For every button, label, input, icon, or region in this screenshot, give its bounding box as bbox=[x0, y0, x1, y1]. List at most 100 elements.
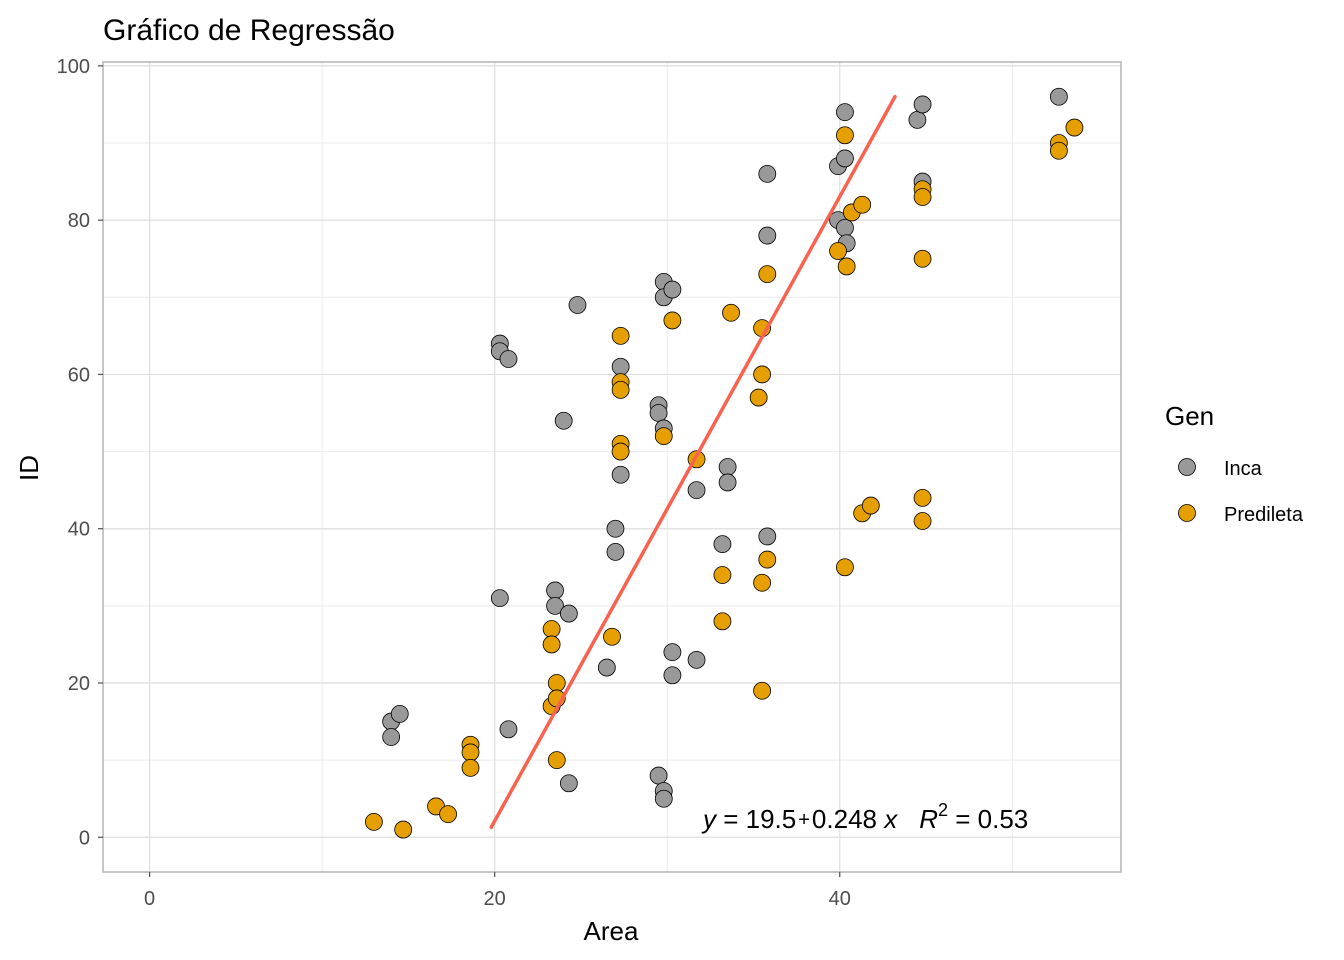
panel-border bbox=[102, 61, 1122, 873]
eq-slope: 0.248 bbox=[812, 804, 884, 834]
y-axis-title: ID bbox=[14, 455, 44, 481]
point-predileta bbox=[611, 442, 630, 461]
point-inca bbox=[758, 226, 777, 245]
legend-key-predileta bbox=[1178, 504, 1196, 522]
point-predileta bbox=[542, 635, 561, 654]
point-inca bbox=[718, 473, 737, 492]
point-predileta bbox=[1049, 141, 1068, 160]
point-predileta bbox=[364, 812, 383, 831]
point-inca bbox=[490, 589, 509, 608]
eq-r2-value: = 0.53 bbox=[948, 804, 1028, 834]
point-predileta bbox=[461, 743, 480, 762]
point-predileta bbox=[663, 311, 682, 330]
point-predileta bbox=[758, 550, 777, 569]
point-predileta bbox=[1065, 118, 1084, 137]
point-inca bbox=[606, 542, 625, 561]
point-predileta bbox=[713, 612, 732, 631]
point-inca bbox=[568, 296, 587, 314]
point-predileta bbox=[439, 805, 457, 824]
eq-intercept: = 19.5 bbox=[716, 804, 796, 834]
point-predileta bbox=[394, 820, 413, 839]
point-inca bbox=[649, 404, 668, 422]
point-inca bbox=[554, 411, 573, 430]
point-predileta bbox=[836, 126, 854, 145]
y-tick-label: 80 bbox=[68, 210, 90, 232]
point-predileta bbox=[913, 188, 932, 206]
eq-r-symbol: R bbox=[919, 804, 938, 834]
point-inca bbox=[836, 149, 854, 168]
y-tick-label: 100 bbox=[57, 56, 90, 78]
legend-key-inca bbox=[1178, 458, 1196, 476]
y-tick-label: 60 bbox=[68, 364, 90, 386]
point-inca bbox=[546, 596, 564, 615]
point-predileta bbox=[722, 303, 740, 322]
eq-plus: + bbox=[798, 809, 810, 831]
point-predileta bbox=[861, 496, 880, 515]
point-inca bbox=[663, 280, 682, 299]
point-predileta bbox=[913, 512, 932, 530]
point-inca bbox=[908, 110, 927, 129]
point-inca bbox=[758, 164, 777, 183]
point-predileta bbox=[547, 674, 566, 692]
legend-label-inca: Inca bbox=[1224, 458, 1263, 480]
x-tick-label: 0 bbox=[144, 888, 155, 910]
point-inca bbox=[687, 481, 706, 500]
legend-label-predileta: Predileta bbox=[1224, 504, 1304, 526]
point-predileta bbox=[829, 242, 847, 260]
point-inca bbox=[606, 519, 625, 538]
point-inca bbox=[559, 604, 578, 623]
point-inca bbox=[663, 643, 682, 662]
point-predileta bbox=[853, 195, 872, 214]
point-inca bbox=[559, 774, 578, 793]
chart-title: Gráfico de Regressão bbox=[103, 14, 395, 47]
scatter-points bbox=[364, 87, 1084, 839]
point-predileta bbox=[654, 427, 673, 446]
y-tick-label: 20 bbox=[68, 673, 90, 695]
point-inca bbox=[597, 658, 616, 677]
regression-equation: y = 19.5 +0.248 x R2 = 0.53 bbox=[701, 800, 1028, 834]
point-predileta bbox=[913, 249, 932, 268]
point-inca bbox=[654, 789, 673, 808]
point-inca bbox=[499, 720, 518, 739]
point-inca bbox=[611, 465, 630, 484]
x-tick-label: 40 bbox=[829, 888, 851, 910]
y-tick-label: 0 bbox=[79, 827, 90, 849]
point-inca bbox=[382, 728, 401, 746]
point-inca bbox=[1049, 87, 1068, 106]
regression-line bbox=[489, 94, 897, 830]
point-predileta bbox=[603, 627, 621, 646]
point-predileta bbox=[837, 257, 856, 276]
point-inca bbox=[499, 350, 518, 368]
grid bbox=[103, 62, 1121, 872]
point-predileta bbox=[547, 751, 566, 770]
point-inca bbox=[758, 527, 777, 546]
x-tick-label: 20 bbox=[484, 888, 506, 910]
eq-y-symbol: y bbox=[701, 804, 718, 834]
point-inca bbox=[390, 704, 409, 723]
point-inca bbox=[913, 95, 932, 114]
point-inca bbox=[649, 766, 668, 785]
x-axis-title: Area bbox=[584, 916, 639, 946]
point-predileta bbox=[836, 558, 854, 577]
point-inca bbox=[718, 458, 737, 476]
point-inca bbox=[687, 650, 706, 669]
point-predileta bbox=[753, 573, 772, 592]
tick-labels: 0 20 40 0 20 40 60 80 100 bbox=[57, 56, 851, 910]
legend: Gen Inca Predileta bbox=[1165, 401, 1304, 526]
point-inca bbox=[546, 581, 564, 600]
point-predileta bbox=[749, 388, 768, 407]
point-inca bbox=[663, 666, 682, 685]
regression-line-group bbox=[489, 94, 897, 830]
point-predileta bbox=[913, 488, 932, 507]
point-inca bbox=[836, 218, 854, 237]
eq-r-superscript: 2 bbox=[938, 800, 948, 820]
point-predileta bbox=[461, 758, 480, 777]
eq-x-symbol: x bbox=[882, 804, 898, 834]
y-tick-label: 40 bbox=[68, 519, 90, 541]
legend-title: Gen bbox=[1165, 401, 1214, 431]
point-predileta bbox=[753, 365, 772, 384]
point-inca bbox=[836, 103, 854, 122]
point-inca bbox=[611, 357, 630, 376]
point-predileta bbox=[758, 265, 777, 284]
